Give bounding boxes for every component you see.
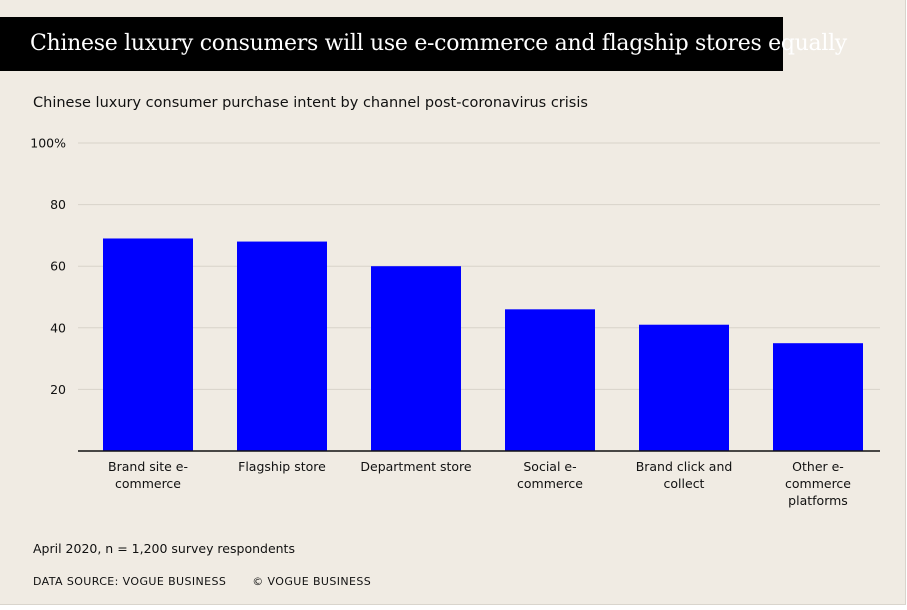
category-label: Social e-commerce — [517, 459, 583, 491]
y-tick-label: 60 — [50, 259, 66, 274]
bar-chart: 20 40 60 80 100% Brand site e-commerce Flagsh… — [30, 136, 880, 508]
bars — [103, 238, 863, 451]
y-axis-ticks: 20 40 60 80 100% — [30, 136, 66, 397]
y-tick-label: 40 — [50, 320, 66, 335]
y-tick-label: 20 — [50, 382, 66, 397]
category-label: Brand site e-commerce — [108, 459, 188, 491]
bar — [773, 343, 863, 451]
copyright: © VOGUE BUSINESS — [252, 575, 372, 588]
bar — [371, 266, 461, 451]
chart-subtitle: Chinese luxury consumer purchase intent … — [33, 95, 588, 111]
data-source: DATA SOURCE: VOGUE BUSINESS — [33, 575, 227, 588]
x-axis-labels: Brand site e-commerce Flagship store Depar… — [108, 459, 851, 508]
category-label: Flagship store — [238, 459, 326, 474]
category-label: Brand click and collect — [636, 459, 733, 491]
category-label: Department store — [360, 459, 472, 474]
headline-banner: Chinese luxury consumers will use e-comm… — [0, 17, 847, 71]
bar — [237, 241, 327, 451]
source-credits: DATA SOURCE: VOGUE BUSINESS © VOGUE BUSIN… — [33, 575, 371, 588]
gridlines — [78, 142, 880, 390]
survey-footnote: April 2020, n = 1,200 survey respondents — [33, 541, 295, 556]
bar — [103, 238, 193, 451]
y-tick-label: 80 — [50, 197, 66, 212]
bar — [639, 324, 729, 451]
bar — [505, 309, 595, 451]
category-label: Other e-commerce platforms — [785, 459, 851, 508]
y-tick-label: 100% — [30, 136, 66, 151]
